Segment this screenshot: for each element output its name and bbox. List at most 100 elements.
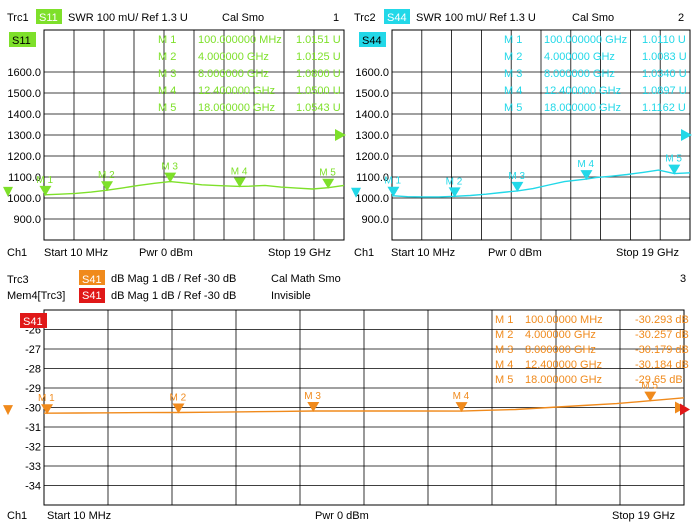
y-tick-label: 1000.0: [355, 193, 389, 205]
param-badge-plot-text: S41: [23, 316, 43, 328]
y-tick-label: 1400.0: [7, 109, 41, 121]
marker-table-stimulus: 12.400000 GHz: [525, 359, 602, 371]
marker-label: M 5: [665, 154, 682, 165]
y-tick-label: 1300.0: [355, 130, 389, 142]
memory-state: Invisible: [271, 290, 311, 302]
footer-stop: Stop 19 GHz: [616, 247, 679, 259]
marker-table-response: -29.65 dB: [635, 374, 683, 386]
marker-table-stimulus: 8.000000 GHz: [544, 68, 615, 80]
marker-triangle: [455, 402, 468, 413]
marker-table-id: M 4: [158, 85, 176, 97]
marker-table-response: 1.0110 U: [642, 34, 686, 46]
marker-label: M 1: [384, 176, 401, 187]
marker-table-response: 1.0151 U: [296, 34, 341, 46]
marker-table-id: M 5: [158, 102, 176, 114]
footer-start: Start 10 MHz: [44, 247, 108, 259]
marker-table-response: 1.0500 U: [296, 85, 341, 97]
footer-start: Start 10 MHz: [391, 247, 455, 259]
footer-power: Pwr 0 dBm: [315, 510, 369, 522]
footer-start: Start 10 MHz: [47, 510, 111, 522]
marker-table-id: M 3: [158, 68, 176, 80]
marker-table-response: 1.0340 U: [642, 68, 687, 80]
param-badge-plot: [9, 32, 36, 47]
marker-table-stimulus: 12.400000 GHz: [198, 85, 275, 97]
y-tick-label: 1400.0: [355, 109, 389, 121]
footer-power: Pwr 0 dBm: [488, 247, 542, 259]
y-tick-label: -30: [25, 403, 41, 415]
cal-status: Cal Math Smo: [271, 273, 341, 285]
marker-label: M 2: [98, 170, 115, 181]
y-tick-label: -32: [25, 442, 41, 454]
y-tick-label: -31: [25, 422, 41, 434]
marker-table-stimulus: 100.00000 MHz: [525, 314, 603, 326]
y-tick-label: 1000.0: [7, 193, 41, 205]
marker-triangle: [580, 170, 593, 181]
y-tick-label: 1200.0: [7, 151, 41, 163]
marker-label: M 4: [231, 166, 248, 177]
y-tick-label: 1600.0: [7, 67, 41, 79]
marker-table-response: 1.0125 U: [296, 51, 341, 63]
param-badge-plot: [359, 32, 386, 47]
trace-line-S11: [43, 180, 345, 196]
marker-table-stimulus: 4.000000 GHz: [525, 329, 596, 341]
marker-table-response: 1.0800 U: [296, 68, 341, 80]
marker-label: M 3: [304, 391, 321, 402]
footer-power: Pwr 0 dBm: [139, 247, 193, 259]
footer-stop: Stop 19 GHz: [612, 510, 675, 522]
y-tick-label: 1500.0: [355, 88, 389, 100]
marker-table-response: -30.257 dB: [635, 329, 689, 341]
marker-table-stimulus: 8.000000 GHz: [198, 68, 269, 80]
marker-table-response: -30.293 dB: [635, 314, 689, 326]
marker-table-stimulus: 8.000000 GHz: [525, 344, 596, 356]
y-tick-label: 1100.0: [356, 172, 389, 184]
channel-number: 3: [680, 273, 686, 285]
y-tick-label: -27: [25, 344, 41, 356]
footer-channel: Ch1: [354, 247, 374, 259]
marker-label: M 1: [36, 175, 53, 186]
marker-triangle: [644, 391, 657, 402]
memory-param-badge: [79, 288, 105, 303]
trace-line-S41: [43, 397, 685, 414]
marker-label: M 3: [508, 171, 525, 182]
marker-table-response: 1.0083 U: [642, 51, 687, 63]
footer-channel: Ch1: [7, 510, 27, 522]
marker-table-stimulus: 18.000000 GHz: [544, 102, 621, 114]
y-tick-label: 1100.0: [8, 172, 41, 184]
marker-table-response: 1.0897 U: [642, 85, 687, 97]
marker-triangle: [387, 186, 400, 197]
marker-table-id: M 5: [504, 102, 522, 114]
marker-table-stimulus: 4.000000 GHz: [198, 51, 269, 63]
y-tick-label: 900.0: [361, 214, 389, 226]
marker-triangle: [233, 177, 246, 188]
trace-name: Trc1: [7, 12, 29, 24]
trace-name: Trc2: [354, 12, 376, 24]
marker-table-stimulus: 4.000000 GHz: [544, 51, 615, 63]
marker-table-id: M 3: [495, 344, 513, 356]
marker-table-id: M 1: [504, 34, 522, 46]
marker-triangle: [322, 178, 335, 189]
cal-status: Cal Smo: [572, 12, 614, 24]
marker-label: M 1: [38, 393, 55, 404]
trace-name: Trc3: [7, 274, 29, 286]
memory-param-text: S41: [82, 290, 102, 302]
start-marker-arrow: [3, 405, 13, 416]
start-marker-arrow: [3, 186, 13, 197]
marker-triangle: [448, 187, 461, 198]
marker-label: M 4: [453, 391, 470, 402]
scale-text: SWR 100 mU/ Ref 1.3 U: [416, 12, 536, 24]
marker-table-id: M 4: [495, 359, 513, 371]
marker-label: M 5: [319, 168, 336, 179]
y-tick-label: 900.0: [13, 214, 41, 226]
param-badge-header: [36, 9, 62, 24]
footer-channel: Ch1: [7, 247, 27, 259]
marker-table-stimulus: 100.000000 GHz: [544, 34, 627, 46]
marker-table-response: 1.1162 U: [642, 102, 686, 114]
param-badge-plot-text: S11: [12, 35, 31, 47]
y-tick-label: 1300.0: [7, 130, 41, 142]
param-badge-plot-text: S44: [362, 35, 382, 47]
panel-trc2: Trc2 S44 SWR 100 mU/ Ref 1.3 U Cal Smo 2 1600…: [351, 9, 692, 259]
marker-table-response: 1.0543 U: [296, 102, 341, 114]
y-tick-label: -29: [25, 383, 41, 395]
marker-label: M 5: [641, 381, 658, 392]
